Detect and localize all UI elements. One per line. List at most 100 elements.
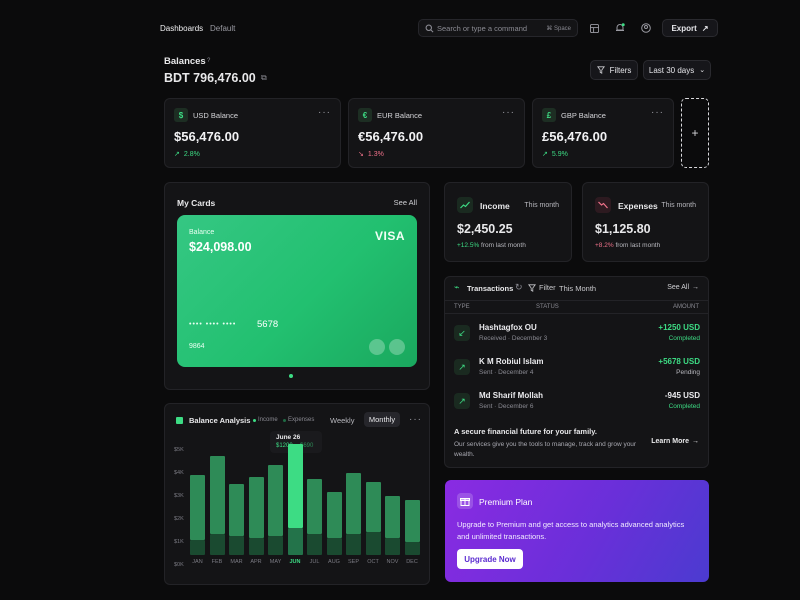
income-title: Income [480, 201, 510, 211]
card-number-masked: •••• •••• •••• [189, 321, 237, 328]
bar-income-jul[interactable] [307, 479, 322, 534]
euro-icon: € [358, 108, 372, 122]
bar-income-oct[interactable] [365, 481, 381, 532]
table-row[interactable]: ↙ Hashtagfox OU Received · December 3 +1… [445, 317, 709, 351]
date-range-select[interactable]: Last 30 days ⌄ [643, 60, 711, 80]
tag-icon: ⌁ [454, 282, 460, 292]
x-tick-label: JUN [289, 559, 301, 565]
arrow-up-right-icon: ↗ [454, 393, 470, 409]
col-type: TYPE [454, 304, 470, 310]
x-tick-label: NOV [386, 559, 399, 565]
bar-expense-apr[interactable] [248, 538, 264, 555]
date-range-label: Last 30 days [648, 65, 695, 75]
bar-expense-jun[interactable] [287, 527, 303, 555]
bell-icon[interactable] [612, 20, 628, 36]
add-balance-button[interactable]: + [681, 98, 709, 168]
arrow-up-right-icon: ↗ [454, 359, 470, 375]
export-button[interactable]: Export ↗ [662, 19, 718, 37]
transactions-filter-button[interactable]: Filter [528, 283, 556, 292]
bar-income-jun[interactable] [287, 443, 303, 528]
search-input[interactable]: Search or type a command ⌘ Space [418, 19, 578, 37]
my-cards-panel: My Cards See All Balance $24,098.00 VISA… [164, 182, 430, 390]
bar-expense-jul[interactable] [307, 534, 322, 555]
bar-expense-sep[interactable] [346, 534, 361, 555]
monthly-tab[interactable]: Monthly [364, 412, 400, 427]
trend-up-icon [457, 197, 473, 213]
trend-down-icon: ↘ [358, 151, 364, 158]
chevron-down-icon: ⌄ [699, 67, 706, 74]
y-tick-label: $3K [174, 493, 184, 499]
grid-icon[interactable] [586, 20, 602, 36]
bar-expense-aug[interactable] [326, 538, 342, 555]
bar-income-dec[interactable] [404, 500, 420, 543]
table-row[interactable]: ↗ Md Sharif Mollah Sent · December 6 -94… [445, 385, 709, 419]
bar-income-jan[interactable] [190, 475, 205, 541]
more-icon[interactable]: ··· [318, 107, 331, 118]
legend-income: Income [258, 417, 278, 423]
bar-income-may[interactable] [268, 464, 283, 537]
bar-expense-jan[interactable] [190, 540, 205, 555]
tooltip-income: $1200 [276, 443, 293, 449]
x-tick-label: SEP [347, 559, 359, 565]
tab-dashboards[interactable]: Dashboards [160, 24, 204, 33]
bar-expense-oct[interactable] [365, 531, 381, 555]
y-tick-label: $1K [174, 539, 184, 545]
more-icon[interactable]: ··· [502, 107, 515, 118]
bar-expense-may[interactable] [268, 536, 283, 555]
bar-income-aug[interactable] [326, 492, 342, 539]
filter-icon [596, 66, 605, 74]
x-tick-label: JAN [192, 559, 203, 565]
copy-icon[interactable]: ⧉ [261, 73, 267, 82]
x-tick-label: OCT [367, 559, 379, 565]
card-chip-icon [369, 339, 385, 355]
income-period: This month [524, 202, 559, 209]
eur-balance-change: ↘ 1.3% [358, 150, 384, 159]
col-amount: AMOUNT [673, 304, 699, 310]
more-icon[interactable]: ··· [409, 414, 422, 425]
filters-button[interactable]: Filters [590, 60, 638, 80]
eur-balance-card[interactable]: € EUR Balance ··· €56,476.00 ↘ 1.3% [348, 98, 525, 168]
learn-more-link[interactable]: Learn More → [651, 438, 699, 445]
see-all-transactions-link[interactable]: See All → [667, 284, 699, 291]
gbp-balance-title: GBP Balance [561, 111, 606, 120]
trend-up-icon: ↗ [174, 151, 180, 158]
bar-income-sep[interactable] [346, 473, 361, 534]
legend-income-dot [253, 419, 256, 422]
bar-expense-nov[interactable] [385, 538, 400, 555]
transactions-period[interactable]: This Month [559, 284, 597, 293]
bar-expense-dec[interactable] [404, 542, 420, 555]
x-tick-label: FEB [211, 559, 223, 565]
income-card: Income This month $2,450.25 +12.5% from … [444, 182, 572, 262]
chart-tooltip: June 26 $1200 $690 [270, 431, 322, 453]
see-all-cards-link[interactable]: See All [393, 198, 417, 207]
credit-card[interactable]: Balance $24,098.00 VISA •••• •••• •••• 5… [177, 215, 417, 367]
x-tick-label: MAY [269, 559, 282, 565]
transactions-title: Transactions [467, 284, 514, 293]
income-amount: $2,450.25 [457, 222, 513, 236]
income-change: +12.5% from last month [457, 242, 526, 249]
refresh-icon[interactable]: ↻ [515, 282, 523, 292]
weekly-tab[interactable]: Weekly [330, 416, 355, 425]
x-tick-label: MAR [230, 559, 243, 565]
upgrade-now-button[interactable]: Upgrade Now [457, 549, 523, 569]
x-tick-label: DEC [406, 559, 418, 565]
bar-expense-feb[interactable] [209, 534, 225, 555]
tab-default[interactable]: Default [210, 24, 236, 33]
carousel-dot[interactable] [289, 374, 293, 378]
gbp-balance-card[interactable]: £ GBP Balance ··· £56,476.00 ↗ 5.9% [532, 98, 674, 168]
card-balance-label: Balance [189, 229, 215, 236]
search-icon [425, 24, 434, 33]
eur-balance-title: EUR Balance [377, 111, 423, 120]
bar-income-feb[interactable] [209, 456, 225, 534]
user-icon[interactable] [638, 20, 654, 36]
bar-income-apr[interactable] [248, 477, 264, 539]
bar-income-mar[interactable] [229, 483, 244, 537]
help-icon[interactable]: ? [207, 58, 211, 64]
bar-income-nov[interactable] [385, 496, 400, 539]
usd-balance-card[interactable]: $ USD Balance ··· $56,476.00 ↗ 2.8% [164, 98, 341, 168]
y-tick-label: $5K [174, 447, 184, 453]
bar-expense-mar[interactable] [229, 536, 244, 555]
trend-up-icon: ↗ [542, 151, 548, 158]
more-icon[interactable]: ··· [651, 107, 664, 118]
table-row[interactable]: ↗ K M Robiul Islam Sent · December 4 +56… [445, 351, 709, 385]
